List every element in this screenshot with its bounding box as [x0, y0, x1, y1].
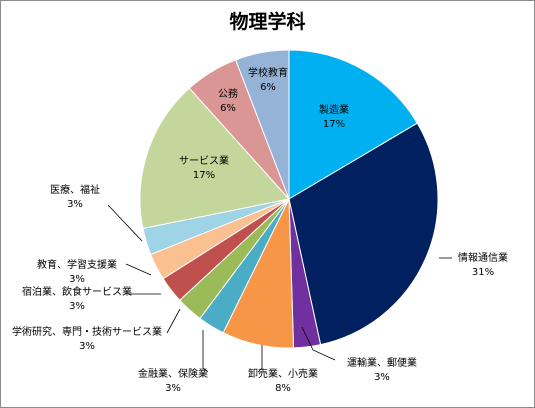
slice-value-label: 3%: [165, 383, 181, 394]
leader-line: [257, 345, 263, 373]
pie-slices: [139, 49, 439, 349]
slice-label: 教育、学習支援業 3%: [37, 258, 117, 285]
slice-label: 卸売業、小売業 8%: [248, 367, 318, 394]
slice-label: 金融業、保険業 3%: [138, 367, 208, 394]
slice-category-label: 公務: [218, 87, 238, 100]
leader-line: [166, 308, 181, 334]
slice-value-label: 3%: [67, 199, 83, 210]
slice-label: 公務 6%: [218, 87, 238, 114]
slice-label: 医療、福祉 3%: [50, 183, 100, 210]
pie-slice: [235, 49, 290, 200]
leader-line: [301, 326, 336, 361]
slice-value-label: 3%: [374, 372, 390, 383]
pie-slice: [139, 87, 290, 229]
slice-category-label: 医療、福祉: [50, 183, 100, 196]
slice-label: 学校教育 6%: [248, 66, 288, 93]
slice-label: 宿泊業、飲食サービス業 3%: [22, 285, 132, 312]
slice-label: 学術研究、専門・技術サービス業 3%: [12, 325, 162, 352]
leader-line: [125, 263, 152, 276]
slice-value-label: 3%: [69, 301, 85, 312]
slice-label: 製造業 17%: [319, 103, 349, 130]
slice-label: サービス業 17%: [179, 154, 229, 181]
leader-lines: [107, 204, 452, 373]
pie-slice: [288, 122, 439, 346]
slice-value-label: 6%: [220, 103, 236, 114]
slice-value-label: 17%: [323, 119, 345, 130]
slice-category-label: 学校教育: [248, 66, 288, 79]
slice-value-label: 17%: [193, 170, 215, 181]
slice-category-label: 情報通信業: [458, 251, 508, 264]
pie-slice: [288, 49, 418, 200]
slice-category-label: 金融業、保険業: [138, 367, 208, 380]
slice-value-label: 3%: [69, 274, 85, 285]
slice-category-label: 製造業: [319, 103, 349, 116]
slice-category-label: 教育、学習支援業: [37, 258, 117, 271]
slice-label: 情報通信業 31%: [458, 251, 508, 278]
slice-category-label: 運輸業、郵便業: [347, 356, 417, 369]
chart-title: 物理学科: [229, 11, 306, 33]
slice-value-label: 3%: [79, 341, 95, 352]
leader-line: [202, 330, 209, 373]
slice-category-label: 学術研究、専門・技術サービス業: [12, 325, 162, 338]
data-labels: 製造業 17% 情報通信業 31% 運輸業、郵便業 3% 卸売業、小売業 8% 金融業、保険業 3…: [12, 66, 508, 394]
slice-value-label: 6%: [260, 82, 276, 93]
slice-category-label: 卸売業、小売業: [248, 367, 318, 380]
slice-category-label: 宿泊業、飲食サービス業: [22, 285, 132, 298]
slice-category-label: サービス業: [179, 154, 229, 167]
slice-value-label: 31%: [472, 267, 494, 278]
slice-value-label: 8%: [275, 383, 291, 394]
slice-label: 運輸業、郵便業 3%: [347, 356, 417, 383]
leader-line: [107, 204, 143, 242]
